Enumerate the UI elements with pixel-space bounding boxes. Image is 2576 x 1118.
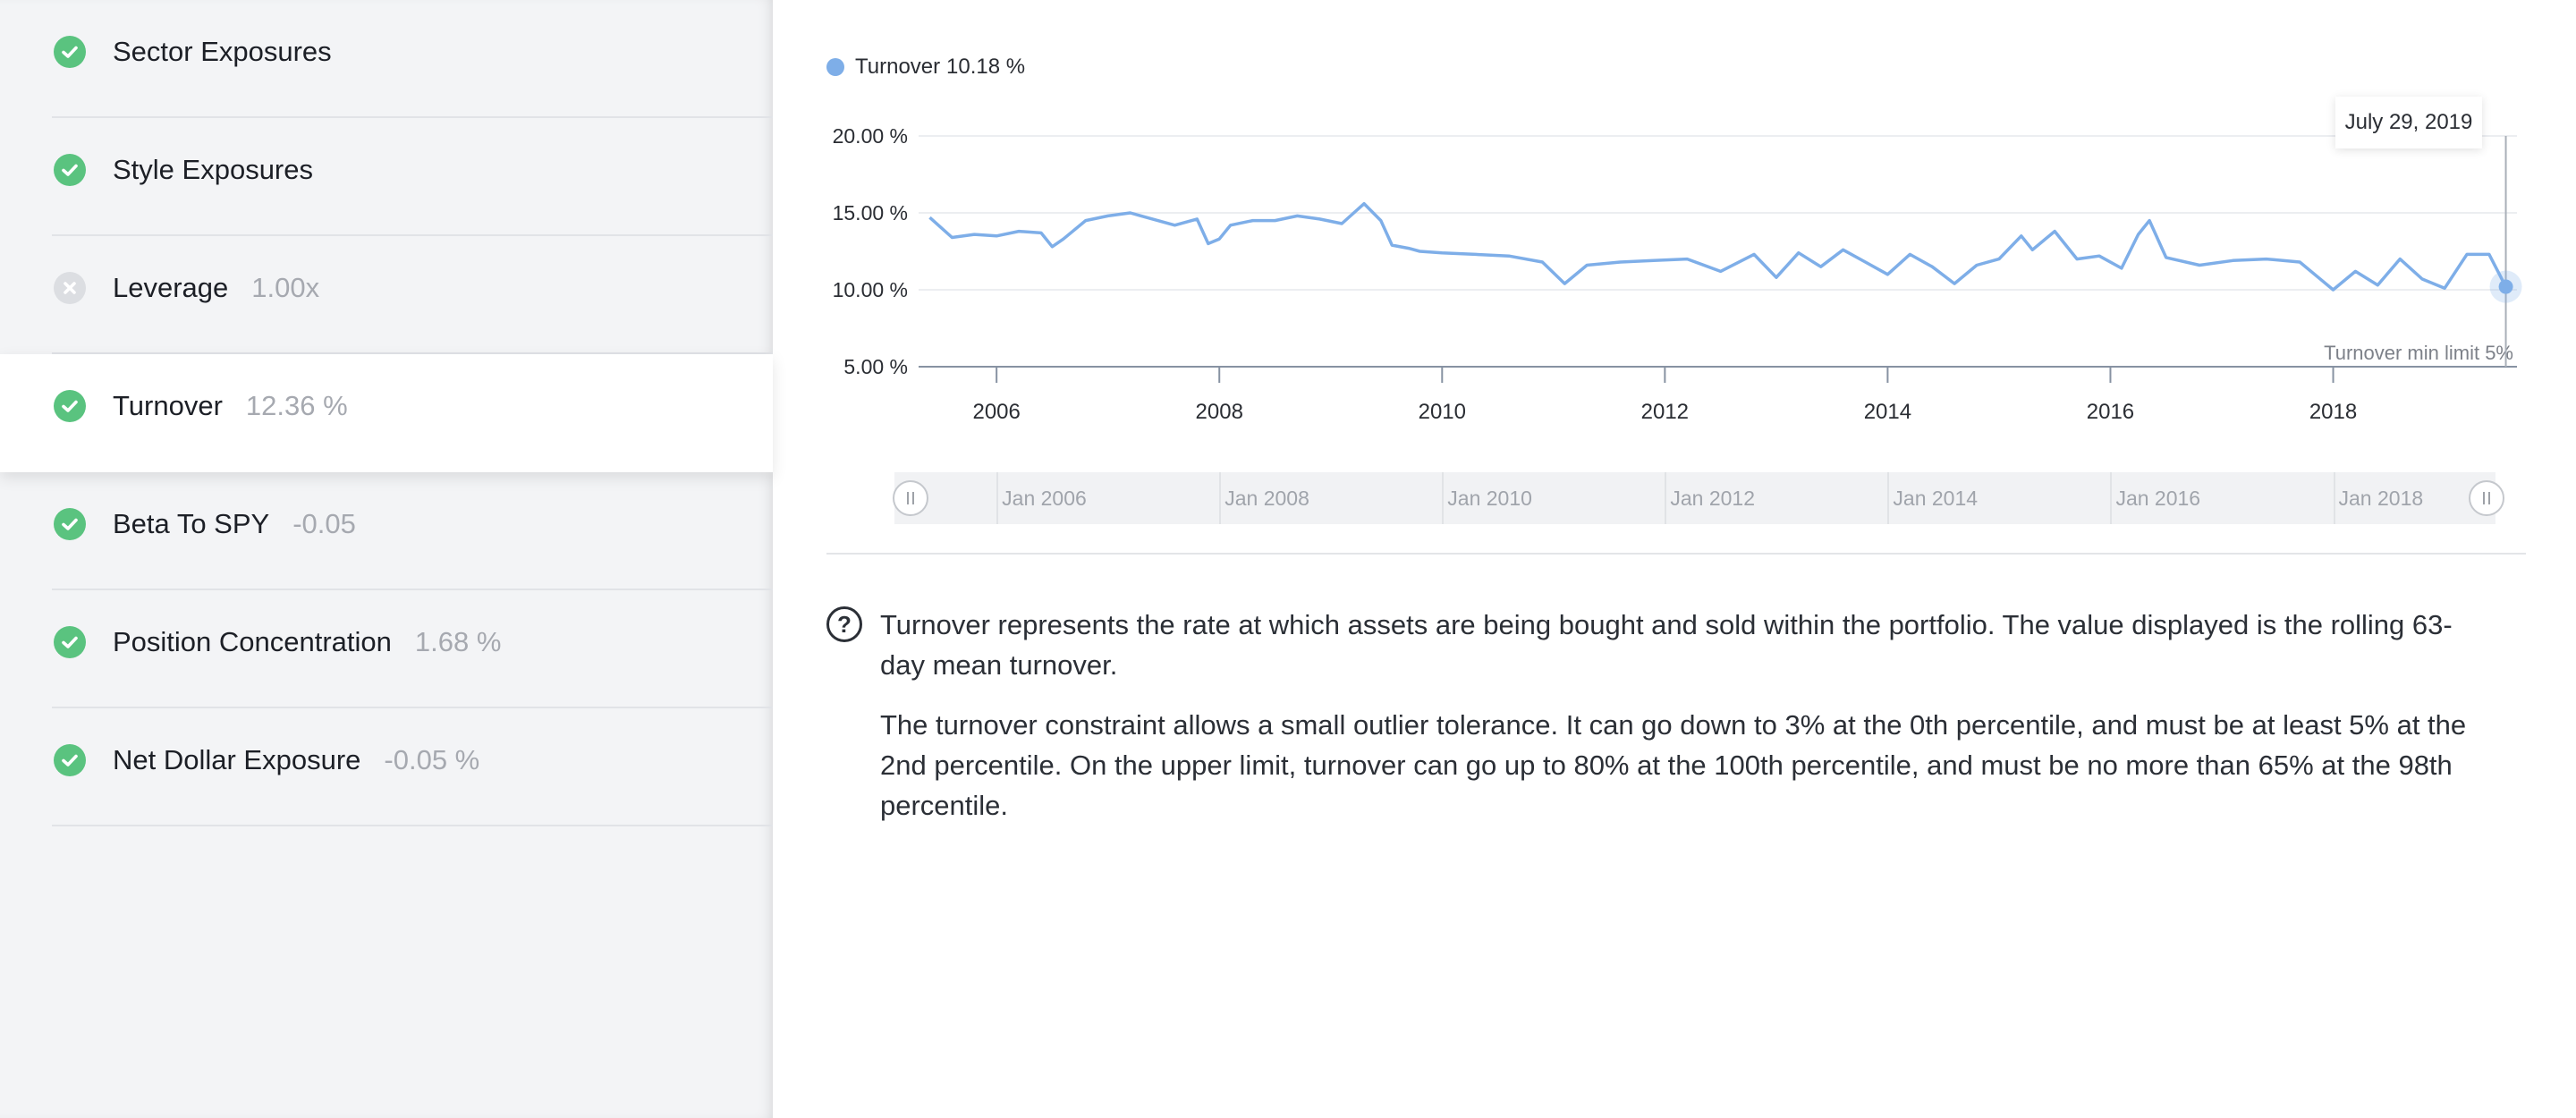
sidebar-item-value: 1.00x — [251, 272, 320, 303]
x-tick-label: 2014 — [1864, 400, 1911, 424]
legend-series-name: Turnover — [855, 55, 941, 79]
navigator-tick — [1665, 472, 1667, 524]
navigator-tick — [1219, 472, 1222, 524]
navigator-tick — [2333, 472, 2335, 524]
sidebar-item-label: Sector Exposures — [113, 36, 332, 67]
hover-marker — [2498, 279, 2513, 294]
navigator-tick — [1442, 472, 1445, 524]
x-tick-label: 2010 — [1419, 400, 1466, 424]
sidebar-item-turnover[interactable]: Turnover 12.36 % — [0, 354, 773, 472]
navigator-left-handle[interactable] — [893, 480, 928, 516]
divider — [52, 116, 773, 118]
divider — [826, 553, 2526, 555]
sidebar-item-value: 1.68 % — [414, 626, 502, 657]
turnover-description: Turnover represents the rate at which as… — [880, 605, 2490, 845]
x-tick-label: 2008 — [1196, 400, 1243, 424]
check-icon — [54, 626, 86, 658]
description-paragraph: The turnover constraint allows a small o… — [880, 709, 2467, 821]
sidebar-item-label: Position Concentration — [113, 626, 392, 657]
range-navigator[interactable]: Jan 2006 Jan 2008 Jan 2010 Jan 2012 Jan 2014… — [893, 472, 2504, 524]
question-circle-icon: ? — [826, 606, 862, 642]
check-icon — [54, 508, 86, 540]
x-tick-label: 2012 — [1641, 400, 1689, 424]
turnover-chart[interactable]: 5.00 % 10.00 % 15.00 % 20.00 % 2006 2008 2010 2… — [773, 0, 2576, 555]
navigator-label: Jan 2012 — [1670, 487, 1755, 510]
check-icon — [54, 154, 86, 186]
sidebar-item-value: 12.36 % — [245, 390, 348, 421]
divider — [52, 589, 773, 590]
divider — [52, 825, 773, 826]
navigator-label: Jan 2006 — [1002, 487, 1087, 510]
chart-tooltip: July 29, 2019 — [2335, 97, 2482, 148]
turnover-detail-panel: Turnover 10.18 % 5.00 % 10.00 % 15.00 % 20.… — [773, 0, 2576, 1118]
sidebar-item-leverage[interactable]: Leverage 1.00x — [0, 236, 773, 354]
navigator-label: Jan 2014 — [1893, 487, 1979, 510]
x-tick-label: 2006 — [972, 400, 1020, 424]
navigator-label: Jan 2016 — [2115, 487, 2201, 510]
legend-marker — [826, 58, 844, 76]
sidebar-item-beta-to-spy[interactable]: Beta To SPY -0.05 — [0, 472, 773, 590]
navigator-label: Jan 2018 — [2338, 487, 2424, 510]
x-tick-label: 2018 — [2309, 400, 2357, 424]
y-tick-label: 10.00 % — [833, 278, 908, 301]
divider — [52, 234, 773, 236]
legend-series-value: 10.18 % — [946, 55, 1026, 79]
series-line-turnover — [928, 201, 2508, 292]
navigator-right-handle[interactable] — [2469, 480, 2504, 516]
navigator-label: Jan 2010 — [1447, 487, 1532, 510]
check-icon — [54, 36, 86, 68]
divider — [52, 352, 773, 354]
check-icon — [54, 744, 86, 776]
navigator-tick — [1887, 472, 1890, 524]
limit-label: Turnover min limit 5% — [2324, 342, 2513, 364]
sidebar-item-net-dollar-exposure[interactable]: Net Dollar Exposure -0.05 % — [0, 708, 773, 826]
sidebar-item-sector-exposures[interactable]: Sector Exposures — [0, 0, 773, 118]
sidebar-item-value: -0.05 — [292, 508, 356, 539]
x-icon — [54, 272, 86, 304]
sidebar-item-label: Beta To SPY — [113, 508, 270, 539]
constraints-sidebar: Sector Exposures Style Exposures Leverag… — [0, 0, 773, 1118]
navigator-tick — [2110, 472, 2113, 524]
sidebar-item-value: -0.05 % — [384, 744, 480, 775]
x-tick-label: 2016 — [2087, 400, 2134, 424]
sidebar-item-label: Turnover — [113, 390, 223, 421]
navigator-tick — [996, 472, 999, 524]
description-paragraph: Turnover represents the rate at which as… — [880, 609, 2453, 681]
sidebar-item-label: Leverage — [113, 272, 229, 303]
sidebar-item-position-concentration[interactable]: Position Concentration 1.68 % — [0, 590, 773, 708]
divider — [52, 707, 773, 708]
sidebar-item-label: Net Dollar Exposure — [113, 744, 361, 775]
check-icon — [54, 390, 86, 422]
y-tick-label: 15.00 % — [833, 201, 908, 224]
y-tick-label: 5.00 % — [843, 355, 908, 378]
sidebar-item-label: Style Exposures — [113, 154, 313, 185]
sidebar-item-style-exposures[interactable]: Style Exposures — [0, 118, 773, 236]
navigator-label: Jan 2008 — [1224, 487, 1309, 510]
y-tick-label: 20.00 % — [833, 124, 908, 148]
